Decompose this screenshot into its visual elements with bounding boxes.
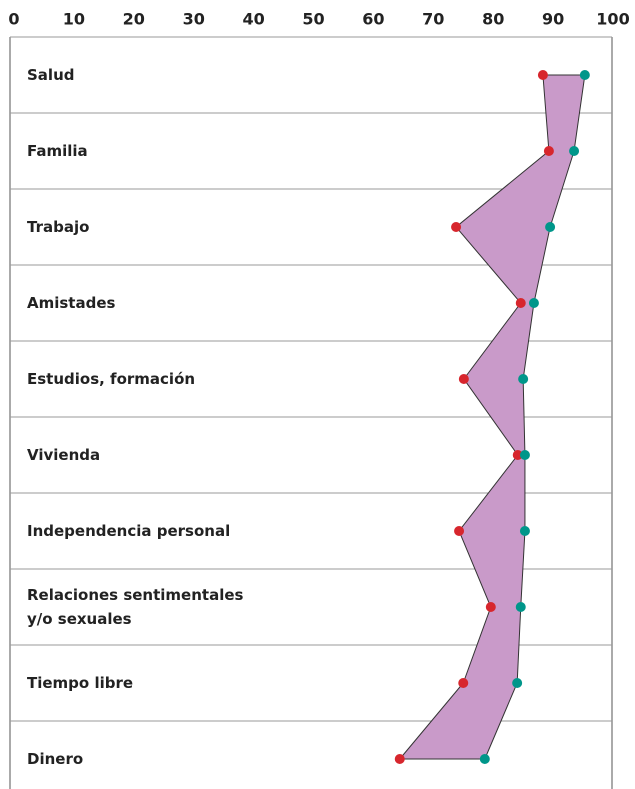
dot [394,754,405,764]
dot [537,70,548,80]
range-area [399,683,518,759]
category-label: Trabajo [27,218,90,236]
x-tick-label: 10 [63,10,85,29]
dot [485,602,496,612]
dot [454,526,465,536]
dot [519,450,530,460]
dot [479,754,490,764]
x-tick-label: 80 [482,10,504,29]
range-area [459,455,525,531]
category-label: Amistades [27,294,116,312]
x-tick-label: 90 [542,10,564,29]
dot [515,602,526,612]
x-tick-label: 40 [242,10,264,29]
range-area [542,75,585,151]
dot [545,222,556,232]
x-tick-label: 70 [422,10,444,29]
dot [569,146,580,156]
category-label: Dinero [27,750,84,768]
dot [518,374,529,384]
range-area [459,531,525,607]
dot [579,70,590,80]
dot [451,222,462,232]
category-label: Vivienda [27,446,101,464]
category-label: Independencia personal [27,522,231,540]
category-label: Salud [27,66,75,84]
category-label: Tiempo libre [27,674,134,692]
category-label: Familia [27,142,88,160]
dot [543,146,554,156]
range-area [463,607,521,683]
category-label: Relaciones sentimentales y/o sexuales [27,586,244,628]
range-outline [399,74,550,760]
dot [515,298,526,308]
range-area [456,227,551,303]
x-tick-label: 20 [123,10,145,29]
dot [512,450,523,460]
dot [458,678,469,688]
x-tick-label: 100 [596,10,629,29]
x-tick-label: 0 [8,10,19,29]
range-area [463,303,534,379]
dot [519,526,530,536]
category-label: Estudios, formación [27,370,196,388]
x-tick-label: 30 [183,10,205,29]
dot [458,374,469,384]
range-outline [484,74,586,760]
dot [528,298,539,308]
dot [512,678,523,688]
x-tick-label: 60 [362,10,384,29]
x-tick-label: 50 [302,10,324,29]
range-area [456,151,575,227]
range-area [463,379,525,455]
